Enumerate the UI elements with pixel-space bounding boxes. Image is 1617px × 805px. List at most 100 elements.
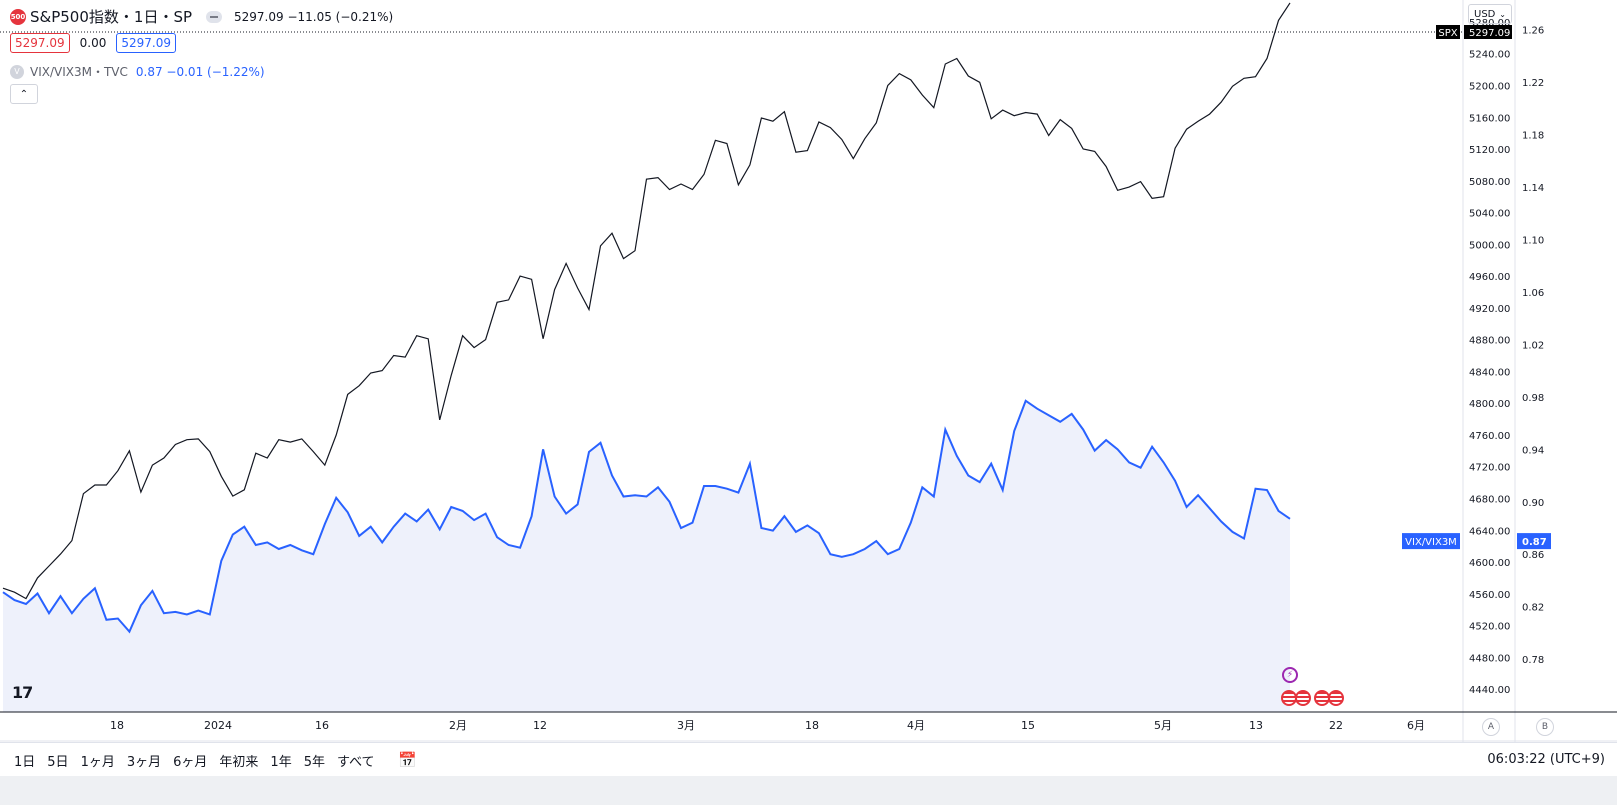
vix-current-value-tag: [1517, 533, 1551, 550]
range-button[interactable]: 3ヶ月: [126, 755, 162, 770]
scale-b-button[interactable]: B: [1536, 718, 1554, 736]
range-button[interactable]: 5年: [303, 755, 325, 770]
vix-tick-label: 1.06: [1522, 288, 1544, 299]
spx-tick-label: 4880.00: [1469, 336, 1510, 347]
range-button[interactable]: 6ヶ月: [173, 755, 208, 770]
vix-tick-label: 1.02: [1522, 340, 1544, 351]
calendar-goto-icon[interactable]: 📅: [398, 751, 417, 769]
time-tick-label: 12: [533, 719, 547, 732]
vix-tick-label: 1.22: [1522, 78, 1544, 89]
auto-scale-button[interactable]: A: [1482, 718, 1500, 736]
trade-row: 5297.09 0.00 5297.09: [10, 33, 186, 53]
time-tick-label: 18: [805, 719, 819, 732]
spx-current-price-label: 5297.09: [1469, 28, 1510, 39]
spx-tick-label: 5240.00: [1469, 50, 1510, 61]
range-button[interactable]: 5日: [47, 755, 69, 770]
comparison-values: 0.87 −0.01 (−1.22%): [135, 64, 265, 79]
spx-current-price-tag: [1464, 25, 1512, 39]
time-tick-label: 3月: [677, 719, 695, 732]
spx-tick-label: 4720.00: [1469, 463, 1510, 474]
time-tick-label: 16: [315, 719, 329, 732]
earnings-lightning-icon[interactable]: ⚡: [1282, 667, 1298, 683]
spx-tick-label: 5040.00: [1469, 209, 1510, 220]
spx-tick-label: 4800.00: [1469, 399, 1510, 410]
time-tick-label: 22: [1329, 719, 1343, 732]
spx-tick-label: 5080.00: [1469, 177, 1510, 188]
vix-series-tag-label: VIX/VIX3M: [1405, 537, 1457, 548]
vix-tick-label: 1.14: [1522, 183, 1544, 194]
us-flag-icon[interactable]: [1328, 690, 1344, 706]
vix-area-fill: [3, 400, 1290, 712]
chevron-down-icon: ⌄: [1499, 9, 1506, 19]
time-tick-label: 2024: [204, 719, 232, 732]
spx-tick-label: 4560.00: [1469, 590, 1510, 601]
visibility-toggle-icon[interactable]: [206, 10, 223, 23]
range-button[interactable]: すべて: [336, 755, 375, 770]
vix-tick-label: 0.82: [1522, 603, 1544, 614]
footer-strip: [0, 776, 1617, 805]
spx-tick-label: 4960.00: [1469, 272, 1510, 283]
comparison-name[interactable]: VIX/VIX3M・TVC: [30, 65, 128, 79]
vix-tick-label: 0.90: [1522, 498, 1544, 509]
tradingview-logo-icon[interactable]: 17: [12, 683, 33, 702]
price-axis-spx[interactable]: 5280.005240.005200.005160.005120.005080.…: [1469, 18, 1510, 696]
time-tick-label: 4月: [907, 719, 925, 732]
spx-tick-label: 4640.00: [1469, 526, 1510, 537]
spx-tick-label: 4480.00: [1469, 653, 1510, 664]
vix-tick-label: 0.94: [1522, 445, 1544, 456]
currency-select[interactable]: USD ⌄: [1468, 4, 1512, 24]
bottom-toolbar: 1日 5日 1ヶ月 3ヶ月 6ヶ月 年初来 1年 5年 すべて 📅 06:03:…: [0, 742, 1617, 777]
spx-tick-label: 4920.00: [1469, 304, 1510, 315]
vix-tick-label: 1.18: [1522, 131, 1544, 142]
vix-series-tag: [1402, 533, 1460, 550]
vix-tick-label: 0.86: [1522, 550, 1544, 561]
spx-tick-label: 4440.00: [1469, 685, 1510, 696]
time-tick-label: 13: [1249, 719, 1263, 732]
symbol-title[interactable]: S&P500指数・1日・SP: [30, 8, 193, 26]
time-tick-label: 5月: [1154, 719, 1172, 732]
spx-tick-label: 5120.00: [1469, 145, 1510, 156]
time-tick-label: 2月: [449, 719, 467, 732]
spx-series-line[interactable]: [2, 2, 1291, 600]
timezone-clock[interactable]: 06:03:22 (UTC+9): [1487, 752, 1605, 767]
us-flag-icon[interactable]: [1295, 690, 1311, 706]
spx-tick-label: 4600.00: [1469, 558, 1510, 569]
time-tick-label: 18: [110, 719, 124, 732]
time-tick-label: 15: [1021, 719, 1035, 732]
spx-tick-label: 5160.00: [1469, 113, 1510, 124]
spread-value: 0.00: [79, 36, 107, 50]
vix-tick-label: 0.98: [1522, 393, 1544, 404]
price-axis-vix[interactable]: 1.26 1.22 1.18 1.14 1.10 1.06 1.02 0.98 0.94 0.90…: [1522, 26, 1544, 666]
spx-tick-label: 4680.00: [1469, 495, 1510, 506]
symbol-legend[interactable]: 500 S&P500指数・1日・SP 5297.09 −11.05 (−0.21…: [10, 6, 393, 27]
spx-tick-label: 5200.00: [1469, 82, 1510, 93]
time-tick-label: 6月: [1407, 719, 1425, 732]
vix-current-value-label: 0.87: [1522, 537, 1547, 548]
spx-tick-label: 5000.00: [1469, 240, 1510, 251]
spx-tick-label: 4840.00: [1469, 367, 1510, 378]
spx-tick-label: 4760.00: [1469, 431, 1510, 442]
spx-tick-label: 4520.00: [1469, 622, 1510, 633]
vix-tick-label: 0.78: [1522, 655, 1544, 666]
range-selector: 1日 5日 1ヶ月 3ヶ月 6ヶ月 年初来 1年 5年 すべて: [14, 751, 387, 770]
range-button[interactable]: 1ヶ月: [80, 755, 115, 770]
currency-value: USD: [1474, 8, 1496, 20]
time-axis[interactable]: 18 2024 16 2月 12 3月 18 4月 15 5月 13 22 6月: [110, 719, 1425, 732]
range-button[interactable]: 1日: [14, 755, 36, 770]
comparison-logo-badge: V: [10, 64, 24, 79]
range-button[interactable]: 1年: [270, 755, 292, 770]
symbol-logo-badge: 500: [10, 8, 26, 25]
vix-tick-label: 1.26: [1522, 26, 1544, 37]
collapse-legend-button[interactable]: ⌃: [10, 84, 38, 104]
chevron-up-icon: ⌃: [19, 88, 29, 100]
vix-vix3m-series-line[interactable]: [2, 399, 1291, 634]
last-price-change: 5297.09 −11.05 (−0.21%): [234, 9, 394, 24]
spx-axis-tag: [1436, 25, 1460, 39]
range-button[interactable]: 年初来: [219, 755, 259, 770]
buy-button[interactable]: 5297.09: [116, 33, 176, 53]
spx-axis-tag-label: SPX: [1438, 28, 1457, 39]
chart-canvas[interactable]: 5280.005240.005200.005160.005120.005080.…: [0, 0, 1617, 742]
comparison-legend[interactable]: V VIX/VIX3M・TVC 0.87 −0.01 (−1.22%): [10, 63, 265, 80]
vix-tick-label: 1.10: [1522, 236, 1544, 247]
sell-button[interactable]: 5297.09: [10, 33, 70, 53]
